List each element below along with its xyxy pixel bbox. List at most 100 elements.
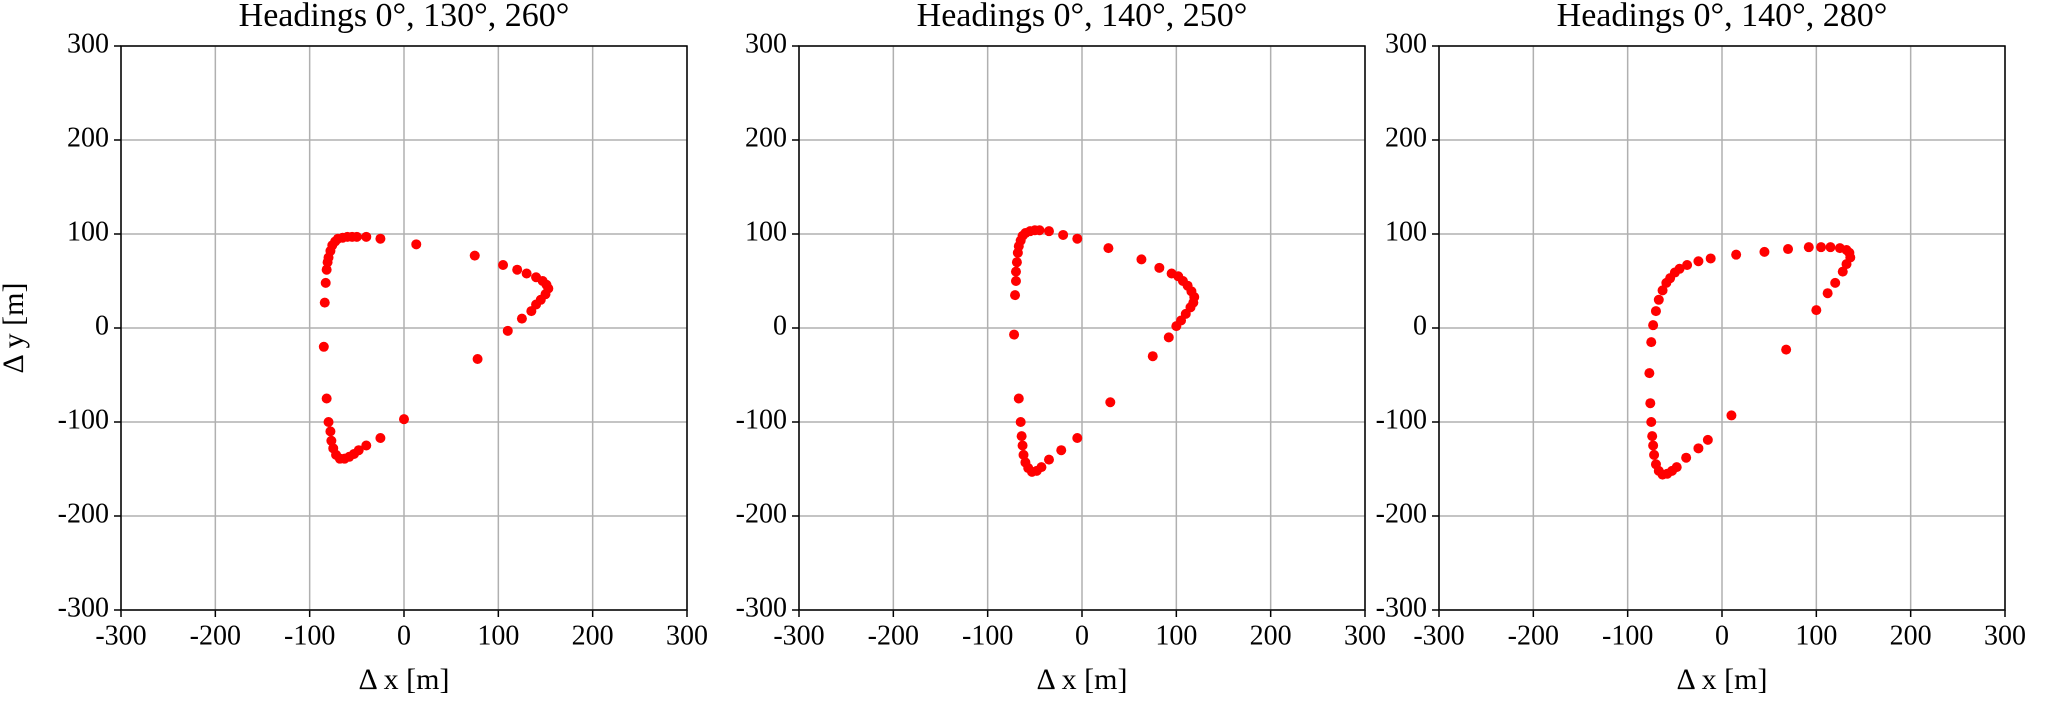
point <box>516 313 527 324</box>
x-tick-label: 0 <box>1715 620 1729 651</box>
point <box>1043 454 1054 465</box>
point <box>1646 337 1657 348</box>
y-tick-label: -300 <box>736 592 787 623</box>
y-tick-label: -200 <box>736 498 787 529</box>
point <box>1811 305 1822 316</box>
y-tick-label: 0 <box>1413 310 1427 341</box>
y-tick-label: 100 <box>745 216 787 247</box>
point <box>375 432 386 443</box>
plot-frame <box>1438 45 2006 611</box>
point <box>1009 329 1020 340</box>
point <box>1058 229 1069 240</box>
point <box>1648 320 1659 331</box>
point <box>521 268 532 279</box>
plot-frame <box>120 45 688 611</box>
y-tick-label: -100 <box>58 404 109 435</box>
x-tick-label: -100 <box>1602 620 1653 651</box>
x-tick-label: 300 <box>1344 620 1386 651</box>
point <box>318 341 329 352</box>
point <box>399 414 409 425</box>
point <box>411 239 422 250</box>
point <box>1759 246 1770 257</box>
point <box>1010 290 1021 301</box>
y-tick-label: 200 <box>1385 122 1427 153</box>
point <box>1702 434 1713 445</box>
point <box>321 393 332 404</box>
point <box>1056 445 1067 456</box>
x-tick-label: 300 <box>666 620 708 651</box>
point <box>1653 294 1664 305</box>
point <box>322 257 333 268</box>
point <box>498 260 509 271</box>
point <box>326 435 337 446</box>
chart-title: Headings 0°, 130°, 260° <box>239 0 570 34</box>
x-tick-label: -200 <box>868 620 919 651</box>
point <box>1013 393 1024 404</box>
point <box>469 250 480 261</box>
y-tick-label: -300 <box>58 592 109 623</box>
x-tick-label: -200 <box>190 620 241 651</box>
point <box>1154 262 1165 273</box>
point <box>320 277 331 288</box>
y-tick-label: 0 <box>773 310 787 341</box>
point <box>1645 398 1656 409</box>
point <box>361 231 372 242</box>
x-tick-label: -200 <box>1508 620 1559 651</box>
x-axis-label: Δ x [m] <box>359 663 450 696</box>
y-tick-label: 300 <box>67 28 109 59</box>
point <box>1017 440 1028 451</box>
point <box>1816 242 1827 253</box>
point <box>1036 462 1047 473</box>
point <box>323 417 334 427</box>
plot-frame <box>798 45 1366 611</box>
y-tick-label: -300 <box>1376 592 1427 623</box>
y-axis-label: Δ y [m] <box>0 283 30 374</box>
point <box>1837 266 1848 277</box>
y-tick-label: 200 <box>67 122 109 153</box>
point <box>1781 344 1792 355</box>
point <box>1731 249 1742 260</box>
point <box>1136 254 1147 265</box>
point <box>353 445 364 456</box>
x-tick-label: 200 <box>1250 620 1292 651</box>
point <box>1105 397 1116 408</box>
point <box>1011 257 1022 268</box>
x-tick-label: 100 <box>477 620 519 651</box>
x-axis-label: Δ x [m] <box>1677 663 1768 696</box>
chart-title: Headings 0°, 140°, 250° <box>917 0 1248 34</box>
point <box>1681 452 1692 463</box>
x-tick-label: -100 <box>962 620 1013 651</box>
point <box>1657 285 1668 296</box>
point <box>1018 449 1029 460</box>
point <box>472 354 483 365</box>
point <box>1644 368 1655 379</box>
y-tick-label: -100 <box>736 404 787 435</box>
point <box>1072 432 1083 443</box>
y-tick-label: 300 <box>745 28 787 59</box>
point <box>1682 260 1693 271</box>
y-tick-label: -100 <box>1376 404 1427 435</box>
point <box>1647 431 1658 442</box>
x-tick-label: 300 <box>1984 620 2026 651</box>
point <box>1825 242 1836 253</box>
point <box>1693 443 1704 454</box>
point <box>1726 410 1737 421</box>
x-axis-label: Δ x [m] <box>1037 663 1128 696</box>
x-tick-label: -300 <box>95 620 146 651</box>
point <box>1803 242 1814 253</box>
point <box>375 233 386 244</box>
y-tick-label: 100 <box>67 216 109 247</box>
y-tick-label: 0 <box>95 310 109 341</box>
point <box>1010 266 1021 277</box>
point <box>512 264 523 275</box>
x-tick-label: 200 <box>1890 620 1932 651</box>
x-tick-label: -300 <box>773 620 824 651</box>
y-tick-label: 100 <box>1385 216 1427 247</box>
point <box>1841 259 1852 270</box>
x-tick-label: 200 <box>572 620 614 651</box>
point <box>1103 243 1114 254</box>
point <box>1163 332 1174 343</box>
y-tick-label: 200 <box>745 122 787 153</box>
